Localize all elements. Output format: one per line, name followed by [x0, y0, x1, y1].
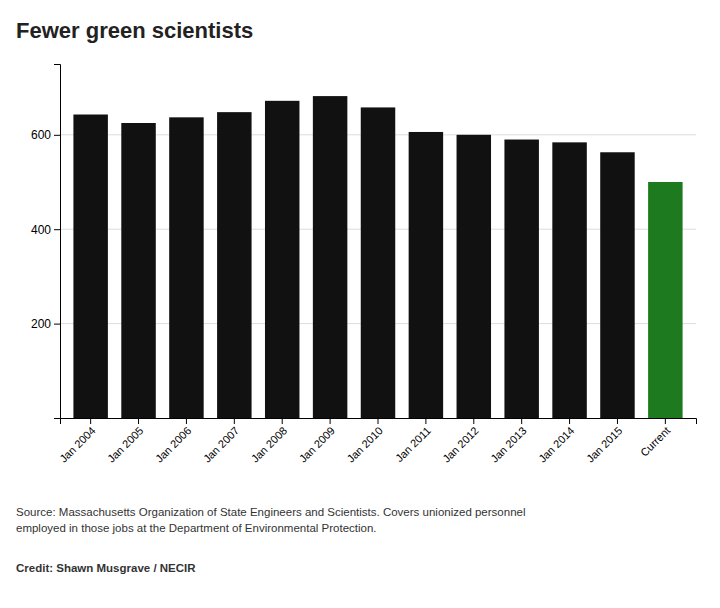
- tick-label: Jan 2012: [440, 424, 480, 464]
- y-axis: 200 400 600: [31, 65, 61, 419]
- annotation: Source: Massachusetts Organization of St…: [16, 506, 525, 534]
- bar: [265, 101, 299, 418]
- tick-label: 200: [31, 317, 51, 331]
- tick-mark: [569, 418, 570, 424]
- bar: [552, 142, 586, 418]
- tick-mark: [330, 418, 331, 424]
- tick-mark: [521, 418, 522, 424]
- bar: [361, 107, 395, 418]
- plot: 200400600Jan 2004Jan 2005Jan 2006Jan 200…: [31, 65, 697, 465]
- bar: [121, 123, 155, 418]
- tick-mark: [378, 418, 379, 424]
- tick-label: 400: [31, 223, 51, 237]
- tick: Jan 2006: [153, 418, 193, 465]
- bar: [73, 115, 107, 418]
- tick-mark: [54, 135, 60, 136]
- tick: Jan 2014: [536, 418, 576, 465]
- tick-mark: [138, 418, 139, 424]
- tick-mark: [90, 418, 91, 424]
- tick-mark: [665, 418, 666, 424]
- bar: [409, 132, 443, 418]
- bar: [648, 182, 682, 418]
- tick-mark: [617, 418, 618, 424]
- tick: Jan 2015: [584, 418, 624, 465]
- bar: [504, 140, 538, 418]
- annotation-line: Source: Massachusetts Organization of St…: [16, 506, 525, 518]
- title: Fewer green scientists: [16, 18, 253, 43]
- axis-line: [54, 65, 61, 419]
- tick-label: Jan 2011: [393, 424, 433, 464]
- tick-label: Jan 2009: [297, 424, 337, 464]
- tick-mark: [186, 418, 187, 424]
- tick: Jan 2005: [105, 418, 145, 465]
- tick-label: 600: [31, 128, 51, 142]
- tick: Jan 2012: [440, 418, 480, 465]
- tick-label: Jan 2015: [584, 424, 624, 464]
- tick: 400: [31, 223, 60, 237]
- tick-mark: [54, 324, 60, 325]
- bar: [457, 135, 491, 418]
- x-axis: Jan 2004Jan 2005Jan 2006Jan 2007Jan 2008…: [57, 418, 696, 465]
- tick: 600: [31, 128, 60, 142]
- tick-label: Jan 2006: [153, 424, 193, 464]
- tick-label: Jan 2008: [249, 424, 289, 464]
- annotation-line: Credit: Shawn Musgrave / NECIR: [16, 562, 196, 574]
- tick-label: Jan 2013: [488, 424, 528, 464]
- bar: [169, 117, 203, 418]
- tick-label: Jan 2014: [536, 424, 576, 464]
- tick-label: Current: [638, 424, 672, 458]
- tick-mark: [234, 418, 235, 424]
- tick: Jan 2009: [297, 418, 337, 465]
- tick-mark: [54, 229, 60, 230]
- tick-label: Jan 2007: [201, 424, 241, 464]
- tick: Current: [638, 418, 672, 459]
- bar: [217, 112, 251, 418]
- bar: [600, 152, 634, 418]
- tick-label: Jan 2004: [57, 424, 97, 464]
- bars: [73, 96, 682, 418]
- tick-label: Jan 2005: [105, 424, 145, 464]
- tick-mark: [282, 418, 283, 424]
- axis-line: [61, 419, 697, 425]
- tick-mark: [473, 418, 474, 424]
- chart: Fewer green scientists200400600Jan 2004J…: [0, 0, 720, 608]
- tick: Jan 2008: [249, 418, 289, 465]
- tick-label: Jan 2010: [345, 424, 385, 464]
- annotation-line: employed in those jobs at the Department…: [16, 522, 377, 534]
- tick: 200: [31, 317, 60, 331]
- annotation: Credit: Shawn Musgrave / NECIR: [16, 562, 196, 574]
- bar: [313, 96, 347, 418]
- tick: Jan 2013: [488, 418, 528, 465]
- tick: Jan 2007: [201, 418, 241, 465]
- tick: Jan 2011: [393, 418, 433, 464]
- tick: Jan 2004: [57, 418, 97, 465]
- tick: Jan 2010: [345, 418, 385, 465]
- tick-mark: [425, 418, 426, 424]
